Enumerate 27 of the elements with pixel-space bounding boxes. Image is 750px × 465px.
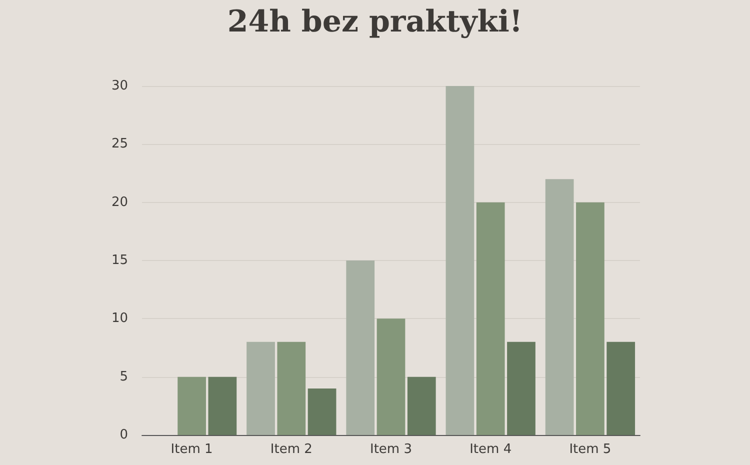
x-tick-label: Item 2 xyxy=(270,442,312,457)
y-tick-label: 10 xyxy=(111,311,128,326)
x-tick-label: Item 3 xyxy=(370,442,412,457)
bar xyxy=(476,202,505,435)
bar xyxy=(606,342,636,435)
bar xyxy=(308,388,336,435)
y-tick-label: 15 xyxy=(111,253,128,268)
y-tick-label: 25 xyxy=(111,136,128,152)
chart-title: 24h bez praktyki! xyxy=(227,4,523,40)
bar xyxy=(576,202,604,435)
bar xyxy=(277,342,306,435)
x-tick-label: Item 5 xyxy=(569,442,612,457)
bar xyxy=(545,179,574,435)
x-tick-label: Item 1 xyxy=(170,442,213,457)
x-tick-label: Item 4 xyxy=(470,442,512,457)
bar xyxy=(346,260,375,435)
bar xyxy=(407,376,436,435)
bar xyxy=(507,342,536,435)
y-tick-label: 30 xyxy=(111,78,128,94)
bar xyxy=(446,86,474,435)
bar xyxy=(208,376,237,435)
bar xyxy=(246,342,275,435)
bar xyxy=(178,376,206,435)
y-tick-label: 20 xyxy=(111,194,128,210)
y-tick-label: 5 xyxy=(120,369,128,384)
y-tick-label: 0 xyxy=(120,428,128,442)
bar xyxy=(376,318,406,435)
